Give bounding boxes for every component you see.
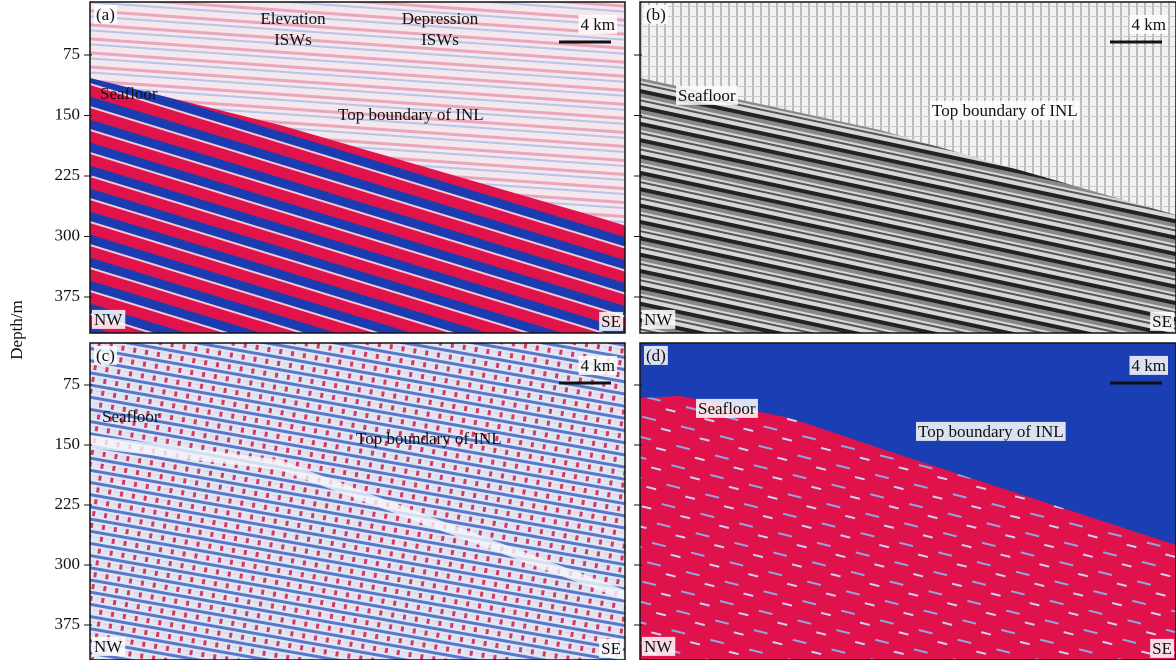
panel-label: (a) xyxy=(96,5,115,24)
seafloor-label: Seafloor xyxy=(102,407,160,426)
seafloor-label: Seafloor xyxy=(698,399,756,418)
panel-label: (c) xyxy=(96,346,115,365)
figure: Depth/m 75 150 225 300 375 75 150 225 300 375 (a) 4 … xyxy=(0,0,1176,660)
feature-label: Depression xyxy=(402,9,479,28)
boundary-label: Top boundary of INL xyxy=(338,105,484,124)
left-direction: NW xyxy=(94,637,123,656)
panel-label: (b) xyxy=(646,5,666,24)
y-tick-label: 150 xyxy=(55,104,81,123)
scale-label: 4 km xyxy=(581,356,615,375)
left-direction: NW xyxy=(644,310,673,329)
panel-b-image xyxy=(640,2,1176,333)
panel-c-image xyxy=(90,343,625,660)
feature-label: Elevation xyxy=(260,9,326,28)
y-tick-label: 75 xyxy=(63,374,80,393)
scale-label: 4 km xyxy=(1132,15,1166,34)
boundary-label: Top boundary of INL xyxy=(918,422,1064,441)
panel-label: (d) xyxy=(646,346,666,365)
scale-label: 4 km xyxy=(581,15,615,34)
right-direction: SE xyxy=(601,639,621,658)
panel-a-image xyxy=(90,2,625,333)
seafloor-label: Seafloor xyxy=(678,86,736,105)
left-direction: NW xyxy=(644,637,673,656)
panel-d-image xyxy=(640,343,1176,660)
scale-label: 4 km xyxy=(1132,356,1166,375)
right-direction: SE xyxy=(1152,639,1172,658)
seafloor-label: Seafloor xyxy=(100,84,158,103)
feature-label: ISWs xyxy=(421,30,459,49)
y-tick-label: 150 xyxy=(55,434,81,453)
y-tick-label: 75 xyxy=(63,44,80,63)
boundary-label: Top boundary of INL xyxy=(932,101,1078,120)
y-tick-label: 225 xyxy=(55,165,81,184)
y-axis-label: Depth/m xyxy=(7,300,26,360)
y-tick-label: 300 xyxy=(55,225,81,244)
feature-label: ISWs xyxy=(274,30,312,49)
y-tick-label: 375 xyxy=(55,286,81,305)
right-direction: SE xyxy=(1152,312,1172,331)
y-tick-label: 375 xyxy=(55,614,81,633)
right-direction: SE xyxy=(601,312,621,331)
y-tick-label: 225 xyxy=(55,494,81,513)
y-tick-label: 300 xyxy=(55,554,81,573)
boundary-label: Top boundary of INL xyxy=(356,429,502,448)
left-direction: NW xyxy=(94,310,123,329)
